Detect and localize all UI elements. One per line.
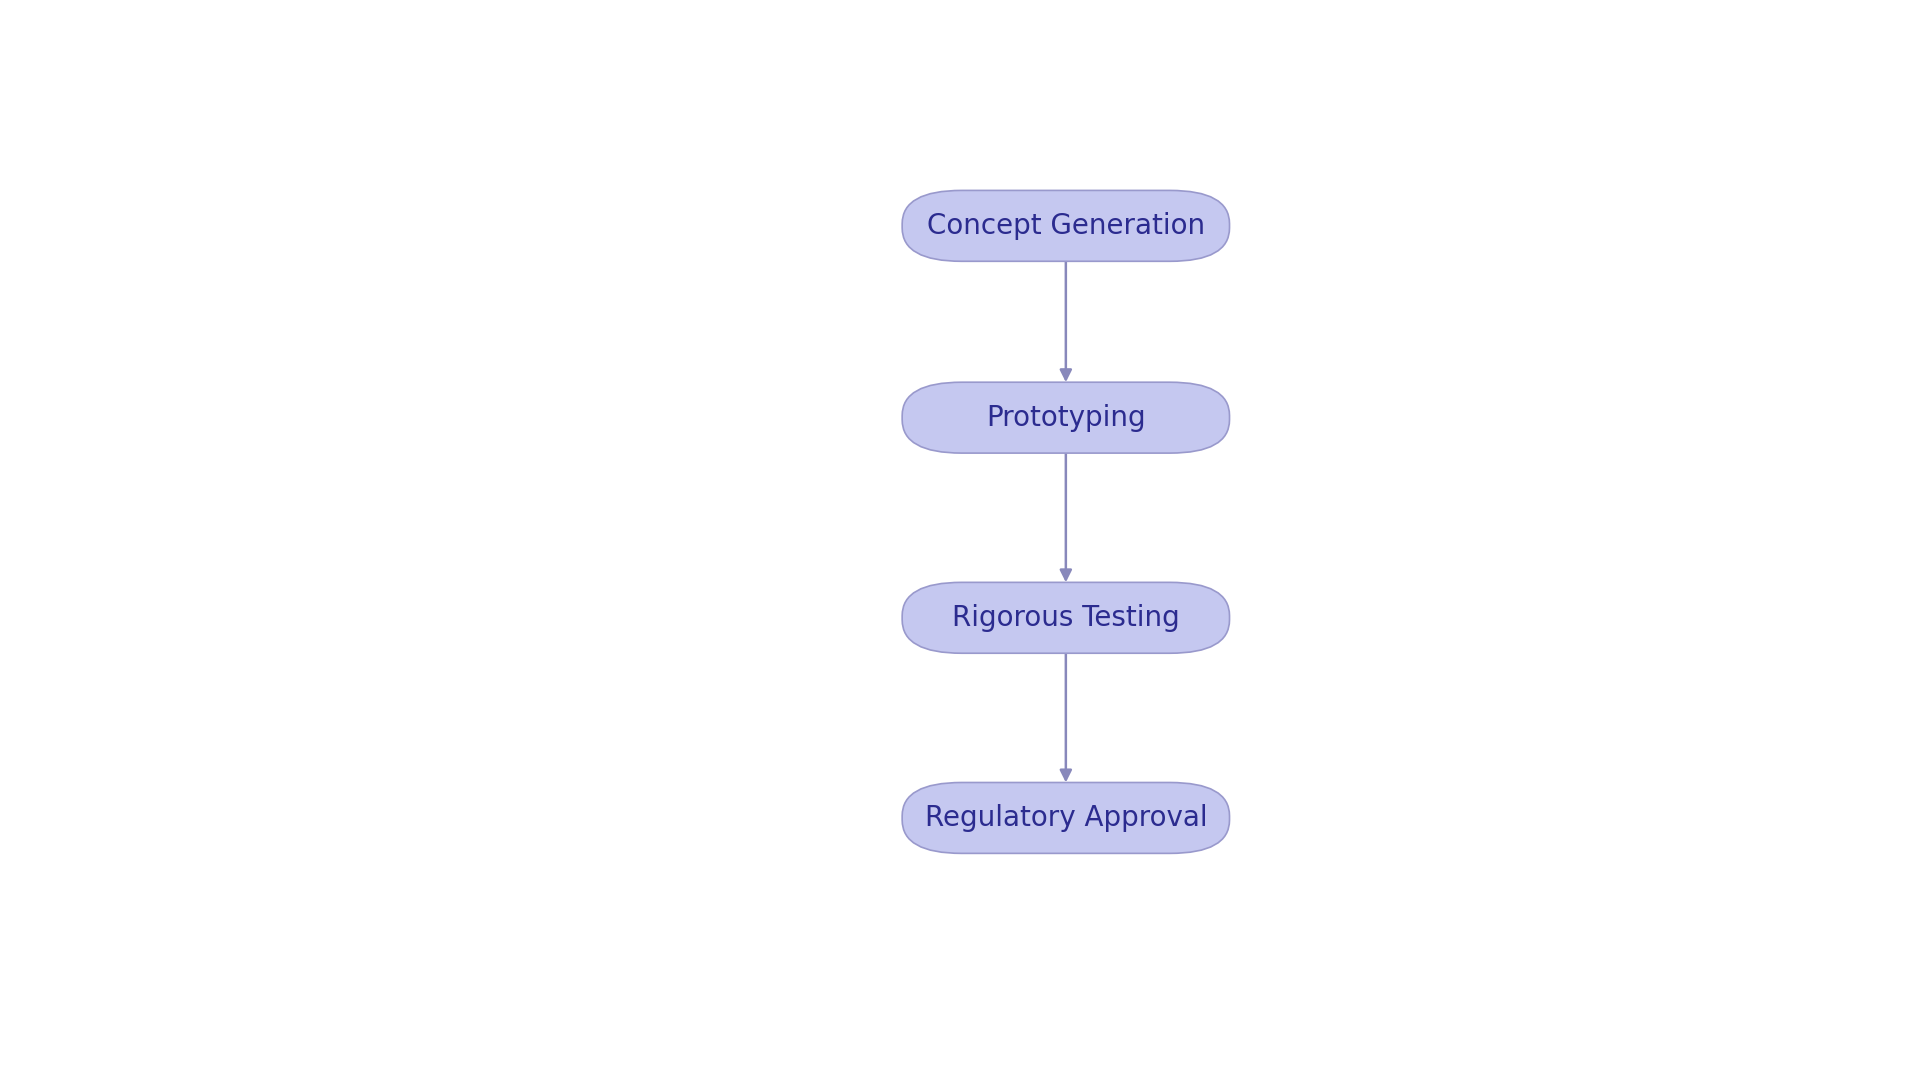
Text: Rigorous Testing: Rigorous Testing <box>952 604 1179 631</box>
FancyBboxPatch shape <box>902 583 1229 653</box>
FancyBboxPatch shape <box>902 191 1229 261</box>
Text: Prototyping: Prototyping <box>987 404 1146 432</box>
FancyBboxPatch shape <box>902 382 1229 453</box>
FancyBboxPatch shape <box>902 783 1229 853</box>
Text: Regulatory Approval: Regulatory Approval <box>925 804 1208 832</box>
Text: Concept Generation: Concept Generation <box>927 212 1206 239</box>
